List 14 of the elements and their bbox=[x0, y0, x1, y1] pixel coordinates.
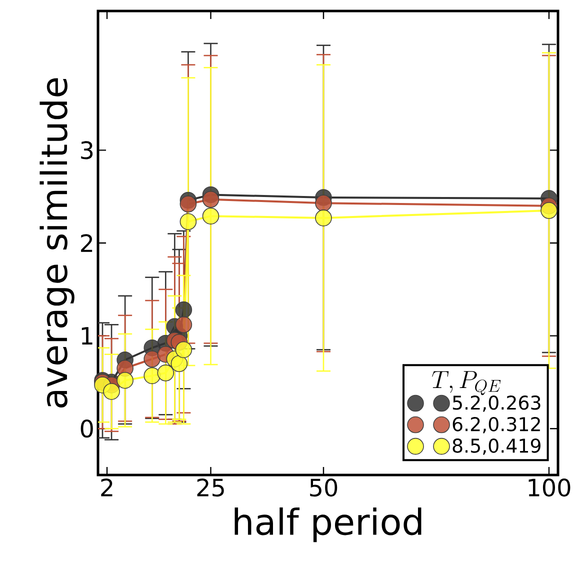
y-tick-label: 1 bbox=[82, 327, 92, 345]
x-tick-label: 100 bbox=[528, 478, 570, 497]
y-tick-label: 0 bbox=[80, 420, 93, 438]
x-axis-title: half period bbox=[234, 507, 422, 542]
legend-label: 6.2,0.312 bbox=[452, 417, 540, 434]
y-tick-label: 2 bbox=[81, 234, 92, 252]
legend-label: 8.5,0.419 bbox=[452, 438, 540, 455]
legend-label: 5.2,0.263 bbox=[452, 395, 540, 412]
x-tick-label: 25 bbox=[197, 478, 224, 497]
legend-title: $T,P_{QE}$ bbox=[432, 371, 501, 396]
y-tick-label: 3 bbox=[81, 141, 93, 160]
x-tick-label: 50 bbox=[310, 478, 338, 497]
x-tick-label: 2 bbox=[101, 478, 112, 496]
y-axis-title: average similitude bbox=[40, 78, 74, 408]
